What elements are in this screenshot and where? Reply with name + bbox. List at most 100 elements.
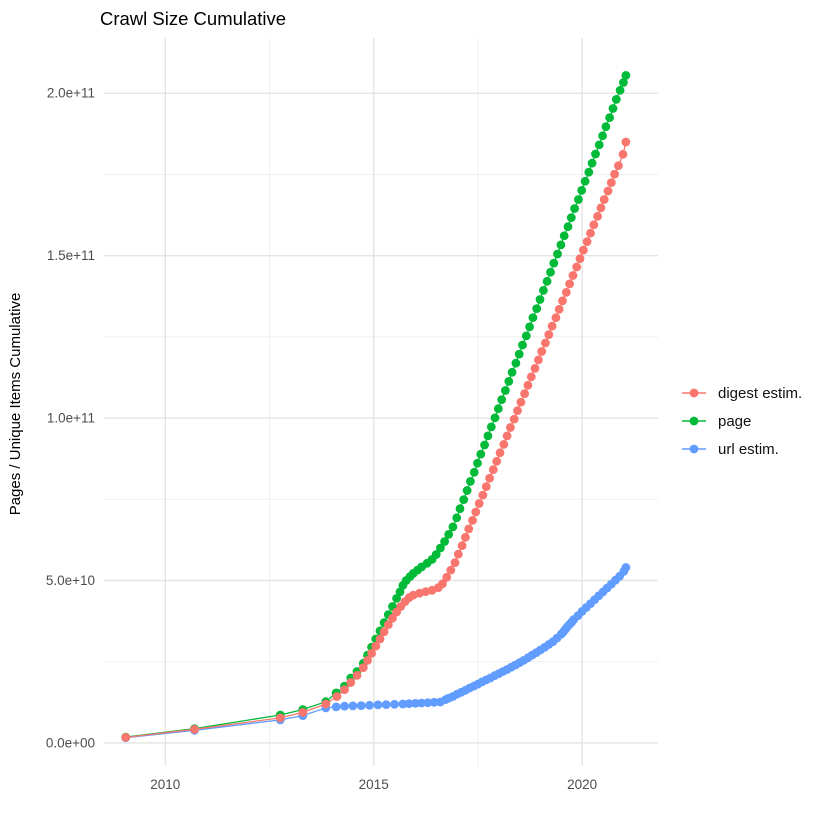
data-point	[298, 708, 308, 717]
y-tick-label: 2.0e+11	[47, 86, 95, 101]
data-point	[346, 678, 356, 687]
data-point	[535, 295, 545, 304]
data-point	[466, 477, 475, 486]
data-point	[514, 349, 524, 359]
data-point	[530, 364, 540, 373]
data-point	[459, 495, 469, 504]
data-point	[388, 613, 397, 623]
data-point	[411, 698, 420, 708]
data-point	[453, 549, 463, 559]
legend-item-page: page	[681, 407, 802, 435]
data-point	[275, 713, 285, 723]
data-point	[566, 213, 576, 223]
data-point	[481, 482, 491, 491]
data-point	[486, 422, 496, 432]
x-tick-label: 2010	[150, 777, 180, 792]
data-point	[473, 458, 482, 468]
data-point	[121, 733, 131, 742]
data-point	[559, 231, 569, 241]
data-point	[457, 541, 467, 551]
data-point	[499, 440, 509, 449]
plot-panel: 2010 2015 2020 0.0e+00 5.0e+10 1.0e+11 1.5e+11…	[46, 38, 658, 792]
legend-label: digest estim.	[718, 384, 803, 402]
data-point	[504, 377, 514, 386]
data-point	[615, 85, 625, 95]
data-point	[586, 228, 595, 238]
data-point	[352, 671, 362, 680]
data-point	[469, 467, 479, 477]
data-point	[521, 331, 531, 341]
y-tick-label: 1.5e+11	[47, 248, 95, 263]
data-point	[574, 195, 583, 204]
data-point	[455, 504, 465, 514]
data-point	[523, 380, 533, 390]
data-point	[591, 149, 600, 159]
data-point	[593, 211, 602, 221]
data-point	[379, 627, 389, 637]
data-point	[429, 697, 439, 707]
data-point	[509, 414, 519, 424]
data-point	[390, 699, 399, 709]
x-tick-label: 2015	[359, 777, 389, 792]
data-point	[580, 176, 590, 186]
data-point	[356, 701, 366, 710]
data-point	[568, 271, 578, 280]
data-point	[436, 543, 445, 553]
data-point	[438, 579, 447, 589]
data-point	[490, 413, 500, 423]
data-point	[605, 113, 614, 122]
data-point	[440, 537, 449, 546]
data-point	[476, 449, 486, 459]
data-point	[621, 563, 631, 572]
data-point	[404, 699, 414, 708]
data-point	[516, 397, 526, 407]
data-point	[442, 572, 452, 582]
data-point	[381, 700, 391, 709]
data-point	[575, 254, 585, 263]
data-point	[518, 340, 527, 350]
data-point	[444, 530, 454, 539]
data-point	[577, 186, 587, 195]
data-point	[321, 699, 331, 709]
data-point	[610, 169, 619, 179]
data-point	[471, 507, 481, 517]
series-page	[121, 71, 631, 742]
data-point	[190, 724, 199, 734]
series-line	[125, 75, 627, 738]
data-point	[513, 406, 522, 415]
data-point	[488, 465, 498, 475]
data-point	[363, 656, 372, 665]
data-point	[332, 692, 342, 701]
data-point	[501, 386, 510, 395]
data-point	[348, 701, 358, 711]
data-point	[502, 431, 512, 441]
data-point	[556, 240, 566, 250]
data-point	[493, 404, 503, 414]
data-point	[618, 149, 628, 159]
data-point	[554, 304, 564, 314]
data-point	[621, 137, 631, 147]
data-point	[546, 267, 555, 277]
legend-key-icon	[682, 416, 706, 426]
y-tick-label: 0.0e+00	[46, 735, 95, 750]
data-point	[542, 276, 552, 286]
data-point	[584, 167, 594, 177]
data-point	[558, 296, 567, 306]
data-point	[570, 204, 579, 213]
data-point	[525, 322, 534, 332]
data-point	[506, 423, 515, 432]
data-point	[483, 431, 493, 441]
legend-label: url estim.	[718, 440, 779, 458]
data-point	[539, 286, 548, 295]
data-point	[596, 203, 606, 213]
data-point	[480, 440, 489, 450]
data-point	[365, 700, 374, 710]
data-point	[621, 71, 631, 80]
chart-title: Crawl Size Cumulative	[100, 8, 286, 29]
data-point	[541, 338, 550, 348]
data-point	[553, 249, 562, 259]
data-point	[537, 347, 547, 356]
data-point	[507, 367, 517, 377]
data-point	[582, 237, 592, 247]
data-point	[606, 178, 616, 188]
